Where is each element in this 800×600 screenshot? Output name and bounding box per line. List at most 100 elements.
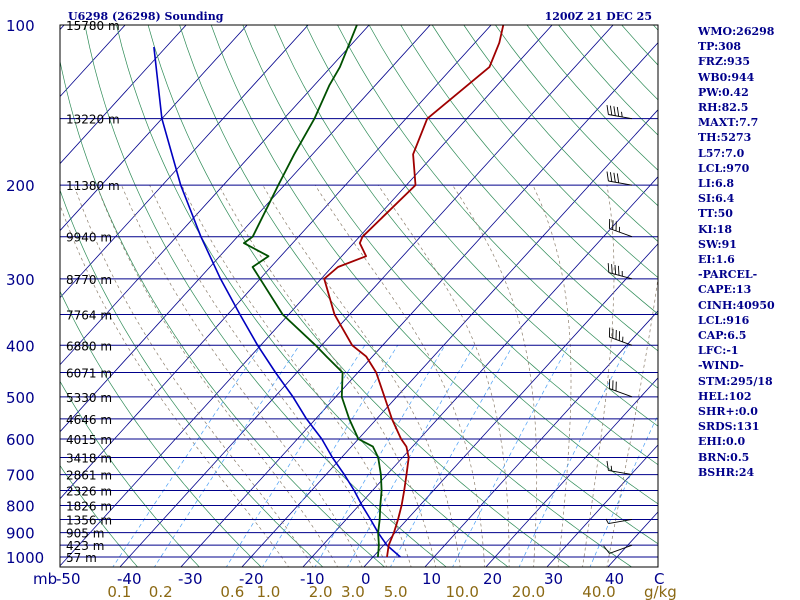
pressure-tick-label: 1000: [6, 549, 44, 567]
wind-barb-staff: [608, 114, 633, 120]
wind-barb: [608, 379, 633, 398]
dry-adiabat: [84, 25, 447, 567]
moist-adiabat: [377, 184, 510, 567]
isotherm-line: [241, 109, 658, 567]
index-value: BSHR:24: [698, 465, 755, 479]
height-level-label: 2326 m: [66, 485, 112, 499]
dry-adiabat: [305, 25, 658, 427]
height-level-label: 11380 m: [66, 179, 120, 193]
index-value: RH:82.5: [698, 101, 749, 115]
x-axis-mb-label: mb: [33, 570, 57, 588]
index-value: FRZ:935: [698, 55, 751, 69]
wind-barb-flag: [603, 545, 610, 554]
wind-barbs: [603, 105, 633, 554]
dry-adiabat: [431, 25, 658, 278]
chart-datetime: 1200Z 21 DEC 25: [545, 10, 652, 23]
height-level-label: 9940 m: [66, 231, 112, 245]
moist-adiabat: [181, 184, 412, 567]
sounding-profiles: [153, 25, 505, 558]
dry-adiabat: [242, 25, 658, 505]
index-value: TT:50: [698, 207, 733, 221]
height-level-label: 4015 m: [66, 433, 112, 447]
index-value: SI:6.4: [698, 192, 735, 206]
wind-barb-half: [621, 111, 623, 117]
moist-adiabat: [121, 184, 363, 567]
isotherm-line: [60, 25, 431, 433]
dry-adiabat: [210, 25, 658, 545]
wind-barb-flag: [606, 460, 609, 471]
indices-panel: WMO:26298 TP:308 FRZ:935 WB0:944 PW:0.42 RH:8…: [698, 24, 798, 480]
index-value: TH:5273: [698, 131, 752, 145]
index-value: STM:295/18: [698, 374, 773, 388]
index-value: SW:91: [698, 237, 737, 251]
plot-frame: [59, 24, 659, 568]
dry-adiabat: [60, 464, 139, 567]
temperature-tick-label: -10: [300, 570, 325, 588]
pressure-tick-label: 100: [6, 17, 35, 35]
temperature-tick-label: 20: [483, 570, 502, 588]
wind-barb-flag: [609, 172, 613, 182]
height-level-label: 1356 m: [66, 514, 112, 528]
wind-barb-staff: [609, 336, 633, 346]
temperature-tick-label: 30: [544, 570, 563, 588]
mixing-ratio-line: [390, 345, 514, 567]
index-value: CAPE:13: [698, 283, 752, 297]
index-value: WMO:26298: [698, 25, 775, 38]
parcel-trace: [153, 46, 401, 558]
dry-adiabat: [60, 59, 386, 567]
wind-barb-staff: [609, 544, 633, 554]
pressure-tick-label: 400: [6, 337, 35, 355]
height-level-label: 4646 m: [66, 413, 112, 427]
index-value: EHI:0.0: [698, 435, 746, 449]
moist-adiabat: [149, 184, 387, 567]
wind-barb: [605, 518, 633, 525]
wind-barb: [607, 263, 633, 280]
mixing-ratio-label: 20.0: [512, 583, 545, 600]
dry-adiabat: [147, 25, 571, 567]
moist-adiabat: [218, 184, 437, 567]
index-value: SHR+:0.0: [698, 405, 758, 419]
wind-barb-staff: [609, 388, 633, 398]
pressure-tick-label: 900: [6, 525, 35, 543]
isotherm-line: [60, 25, 187, 165]
mixing-ratio-line: [452, 345, 569, 567]
index-value: TP:308: [698, 40, 742, 54]
wind-barb-half: [605, 518, 609, 524]
pressure-tick-label: 300: [6, 271, 35, 289]
isotherm-line: [302, 176, 658, 567]
mixing-ratio-label: 1.0: [257, 583, 281, 600]
wind-barb-flag: [606, 105, 609, 115]
wind-barb-flag: [607, 263, 610, 273]
moist-adiabat: [73, 184, 314, 567]
temperature-trace: [323, 25, 505, 558]
isotherm-line: [60, 25, 492, 500]
moist-adiabat: [96, 184, 338, 567]
mixing-ratio-line: [347, 345, 475, 567]
wind-barb-half: [610, 465, 613, 472]
mixing-ratio-label: 3.0: [341, 583, 365, 600]
dry-adiabat: [400, 25, 658, 315]
height-level-label: 5330 m: [66, 391, 112, 405]
mixing-ratio-unit-label: g/kg: [644, 583, 677, 600]
pressure-tick-label: 500: [6, 389, 35, 407]
mixing-ratio-label: 2.0: [309, 583, 333, 600]
wind-barb-flag: [614, 264, 617, 275]
temperature-tick-label: 0: [361, 570, 371, 588]
index-value: CAP:6.5: [698, 329, 747, 343]
mixing-ratio-line: [154, 345, 300, 567]
height-level-label: 57 m: [66, 551, 97, 565]
index-value: LI:6.8: [698, 177, 735, 191]
index-value: LFC:-1: [698, 344, 739, 358]
height-level-label: 6071 m: [66, 367, 112, 381]
index-value: WB0:944: [698, 70, 755, 84]
isotherm-line: [60, 25, 65, 31]
wind-barb-flag: [617, 265, 620, 276]
index-value: MAXT:7.7: [698, 116, 759, 130]
isotherm-line: [485, 377, 658, 567]
temperature-tick-label: -40: [117, 570, 142, 588]
moist-adiabat: [452, 184, 538, 567]
moist-adiabat: [314, 184, 486, 567]
mixing-ratio-line: [314, 345, 446, 567]
mixing-ratio-label: 40.0: [582, 583, 615, 600]
dry-adiabat: [60, 380, 200, 567]
